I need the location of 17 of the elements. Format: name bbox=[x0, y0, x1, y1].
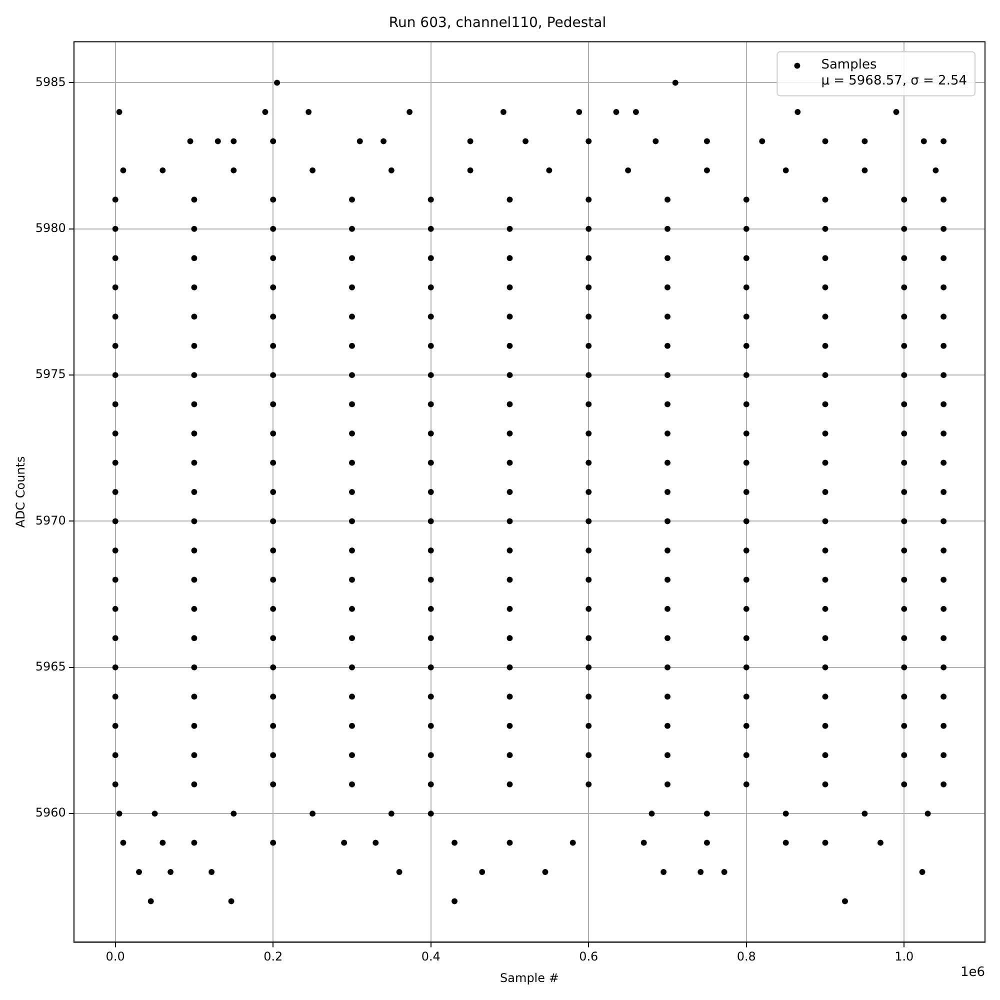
x-tick-label: 0.2 bbox=[264, 950, 283, 964]
legend-label: Samples μ = 5968.57, σ = 2.54 bbox=[821, 58, 968, 89]
y-tick-label: 5980 bbox=[35, 221, 66, 236]
x-tick-label: 0.4 bbox=[421, 950, 440, 964]
y-axis-title: ADC Counts bbox=[13, 456, 28, 528]
y-tick-label: 5965 bbox=[35, 660, 66, 674]
x-tick-label: 0.6 bbox=[579, 950, 598, 964]
y-tick-label: 5970 bbox=[35, 513, 66, 528]
chart-title: Run 603, channel110, Pedestal bbox=[388, 15, 606, 32]
text: 1e6 bbox=[960, 965, 985, 980]
y-tick-label: 5975 bbox=[35, 367, 66, 382]
x-axis-title: Sample # bbox=[500, 970, 559, 985]
x-tick-label: 0.8 bbox=[736, 950, 756, 964]
x-tick-label: 1.0 bbox=[894, 950, 914, 964]
x-tick-label: 0.0 bbox=[106, 950, 125, 964]
y-tick-label: 5960 bbox=[35, 806, 66, 820]
y-tick-label: 5985 bbox=[35, 74, 66, 89]
